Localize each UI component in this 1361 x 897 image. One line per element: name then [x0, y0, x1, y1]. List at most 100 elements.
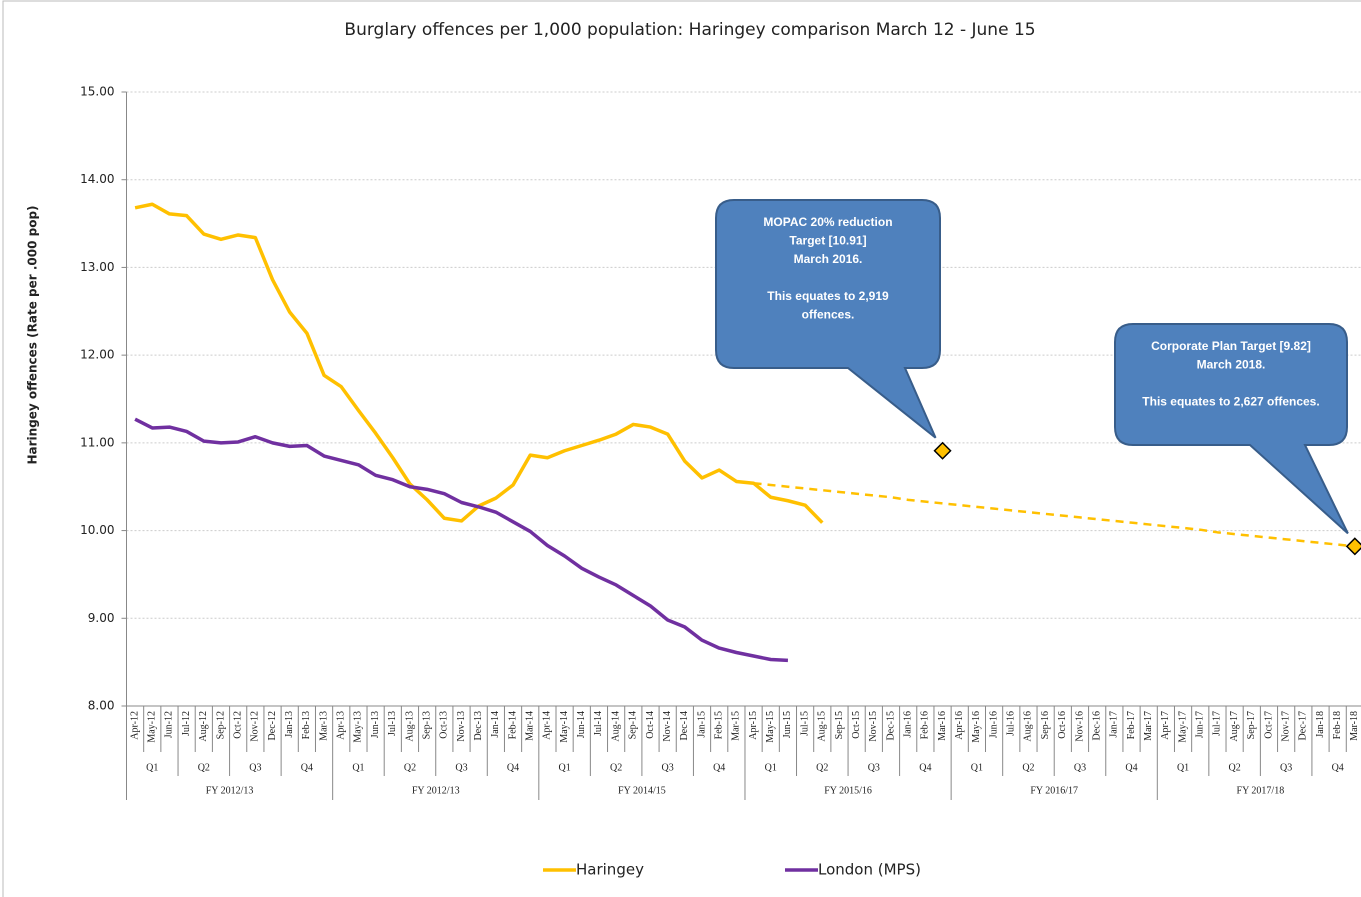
year-label: FY 2014/15: [618, 785, 666, 796]
x-tick-label: Feb-16: [920, 711, 931, 739]
quarter-label: Q3: [249, 762, 261, 773]
x-tick-label: Sep-15: [834, 711, 845, 739]
x-tick-label: Jun-16: [988, 711, 999, 738]
quarter-label: Q4: [301, 762, 313, 773]
x-tick-label: Mar-13: [318, 711, 329, 741]
y-tick-label: 14.00: [80, 172, 114, 186]
x-tick-label: Mar-16: [937, 711, 948, 741]
x-tick-label: Nov-13: [456, 711, 467, 742]
x-tick-label: Oct-14: [645, 711, 656, 739]
quarter-label: Q1: [146, 762, 158, 773]
x-tick-label: Feb-18: [1332, 711, 1343, 739]
x-tick-label: Dec-14: [679, 711, 690, 740]
year-label: FY 2017/18: [1237, 785, 1285, 796]
year-label: FY 2012/13: [206, 785, 254, 796]
x-tick-label: Apr-17: [1160, 711, 1171, 740]
x-tick-label: Feb-13: [301, 711, 312, 739]
y-tick-label: 10.00: [80, 523, 114, 537]
x-tick-label: Apr-12: [129, 711, 140, 740]
trajectory-line: [753, 481, 1355, 548]
x-tick-label: Aug-12: [198, 711, 209, 742]
x-tick-label: Jul-16: [1006, 711, 1017, 736]
x-tick-label: May-13: [353, 711, 364, 743]
x-tick-label: Jul-14: [593, 711, 604, 736]
x-tick-label: May-12: [147, 711, 158, 743]
x-tick-label: May-16: [971, 711, 982, 743]
x-tick-label: Nov-12: [250, 711, 261, 742]
y-tick-label: 11.00: [80, 435, 114, 449]
x-tick-label: Dec-15: [885, 711, 896, 740]
callout: [715, 199, 941, 439]
year-label: FY 2012/13: [412, 785, 460, 796]
target-marker: [933, 441, 952, 460]
x-tick-label: Nov-15: [868, 711, 879, 742]
quarter-label: Q1: [765, 762, 777, 773]
x-tick-label: Dec-17: [1298, 711, 1309, 740]
legend-label: Haringey: [576, 861, 644, 879]
legend-label: London (MPS): [818, 861, 921, 879]
quarter-label: Q2: [1228, 762, 1240, 773]
y-tick-label: 13.00: [80, 260, 114, 274]
x-tick-label: Nov-16: [1074, 711, 1085, 742]
quarter-label: Q2: [1022, 762, 1034, 773]
quarter-label: Q4: [919, 762, 931, 773]
x-tick-label: Aug-14: [610, 711, 621, 742]
callout-text: Target [10.91]: [789, 234, 866, 248]
quarter-label: Q3: [868, 762, 880, 773]
x-tick-label: Jun-17: [1195, 711, 1206, 738]
x-tick-label: Oct-15: [851, 711, 862, 739]
x-tick-label: Apr-13: [336, 711, 347, 740]
quarter-label: Q4: [507, 762, 519, 773]
x-tick-label: Apr-16: [954, 711, 965, 740]
x-tick-label: Feb-17: [1126, 711, 1137, 739]
x-tick-label: Jul-17: [1212, 711, 1223, 736]
quarter-label: Q1: [971, 762, 983, 773]
callout-text: This equates to 2,627 offences.: [1142, 395, 1319, 409]
callout-text: This equates to 2,919: [767, 289, 889, 303]
x-tick-label: Sep-14: [628, 711, 639, 739]
x-tick-label: Sep-13: [421, 711, 432, 739]
quarter-label: Q2: [198, 762, 210, 773]
callout: [1114, 323, 1349, 535]
quarter-label: Q4: [1125, 762, 1137, 773]
x-tick-label: Aug-17: [1229, 711, 1240, 742]
x-tick-label: Jun-12: [164, 711, 175, 738]
x-tick-label: Jul-15: [799, 711, 810, 736]
quarter-label: Q3: [662, 762, 674, 773]
quarter-label: Q4: [713, 762, 725, 773]
quarter-label: Q3: [455, 762, 467, 773]
callout-text: offences.: [802, 308, 855, 322]
y-tick-label: 12.00: [80, 348, 114, 362]
x-tick-label: Jul-13: [387, 711, 398, 736]
quarter-label: Q4: [1332, 762, 1344, 773]
x-tick-label: Apr-14: [542, 711, 553, 740]
x-tick-label: Mar-15: [731, 711, 742, 741]
x-tick-label: Jan-18: [1315, 711, 1326, 738]
x-tick-label: Oct-17: [1263, 711, 1274, 739]
x-tick-label: May-15: [765, 711, 776, 743]
y-tick-label: 8.00: [88, 699, 115, 713]
x-tick-label: Nov-17: [1280, 711, 1291, 742]
x-tick-label: Sep-16: [1040, 711, 1051, 739]
x-tick-label: Aug-16: [1023, 711, 1034, 742]
x-tick-label: Sep-17: [1246, 711, 1257, 739]
y-axis-title: Haringey offences (Rate per .000 pop): [26, 205, 40, 464]
callout-text: March 2018.: [1197, 358, 1266, 372]
x-tick-label: Oct-13: [439, 711, 450, 739]
y-tick-label: 15.00: [80, 85, 114, 99]
x-tick-label: Oct-12: [232, 711, 243, 739]
x-tick-label: Apr-15: [748, 711, 759, 740]
x-tick-label: Nov-14: [662, 711, 673, 742]
x-tick-label: Oct-16: [1057, 711, 1068, 739]
quarter-label: Q1: [352, 762, 364, 773]
x-tick-label: Dec-16: [1091, 711, 1102, 740]
x-tick-label: May-17: [1177, 711, 1188, 743]
x-tick-label: Aug-13: [404, 711, 415, 742]
x-tick-label: Mar-18: [1349, 711, 1360, 741]
quarter-label: Q1: [1177, 762, 1189, 773]
x-tick-label: Jan-14: [490, 711, 501, 738]
target-marker: [1345, 537, 1361, 556]
x-tick-label: Jan-13: [284, 711, 295, 738]
